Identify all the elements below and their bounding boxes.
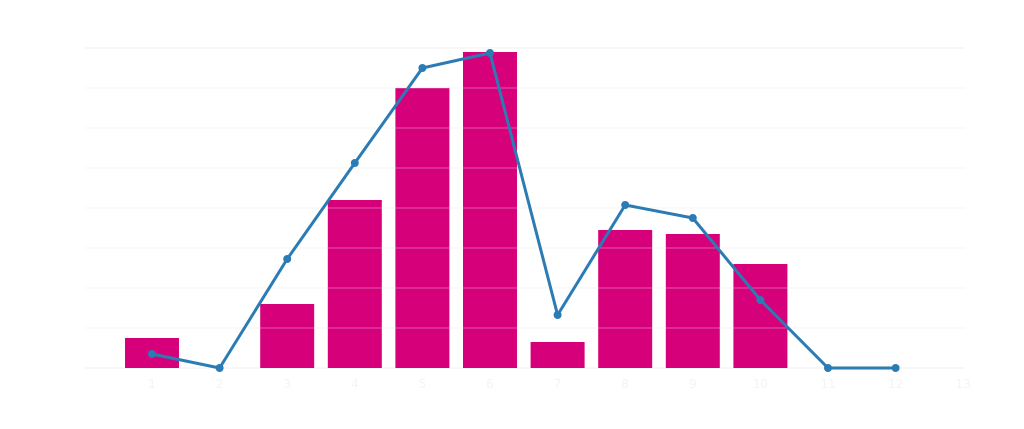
bar — [598, 230, 653, 368]
line-point — [148, 350, 156, 358]
gridlines — [85, 47, 965, 369]
bar — [395, 88, 450, 368]
line-point — [824, 364, 832, 372]
x-tick-label: 3 — [283, 377, 291, 391]
x-tick-label: 5 — [419, 377, 427, 391]
x-tick-label: 6 — [486, 377, 494, 391]
line-point — [350, 159, 359, 167]
line-point — [688, 214, 697, 222]
line-point — [215, 364, 224, 372]
x-tick-label: 1 — [148, 377, 156, 391]
line-point — [756, 296, 765, 304]
line-point — [553, 311, 562, 319]
x-tick-label: 2 — [216, 377, 224, 391]
bar — [463, 52, 517, 368]
x-tick-label: 10 — [753, 377, 768, 391]
bar — [530, 342, 585, 368]
bar — [665, 234, 720, 368]
x-tick-label: 12 — [888, 377, 903, 391]
line-point — [418, 64, 427, 72]
x-tick-label: 8 — [621, 377, 629, 391]
x-tick-labels: 1 2 3 4 5 6 7 8 9 10 11 12 13 — [148, 377, 971, 391]
line-series — [148, 49, 900, 372]
bar — [260, 304, 315, 368]
bar-series — [125, 52, 788, 368]
line-point — [621, 201, 630, 209]
x-tick-label: 13 — [956, 377, 971, 391]
bar — [733, 264, 788, 368]
x-tick-label: 11 — [820, 377, 835, 391]
line-point — [486, 49, 494, 57]
x-tick-label: 7 — [554, 377, 562, 391]
x-tick-label: 9 — [689, 377, 697, 391]
line-path — [150, 51, 898, 370]
line-point — [891, 364, 900, 372]
x-tick-label: 4 — [351, 377, 359, 391]
line-point — [283, 255, 292, 263]
bar — [327, 200, 382, 368]
